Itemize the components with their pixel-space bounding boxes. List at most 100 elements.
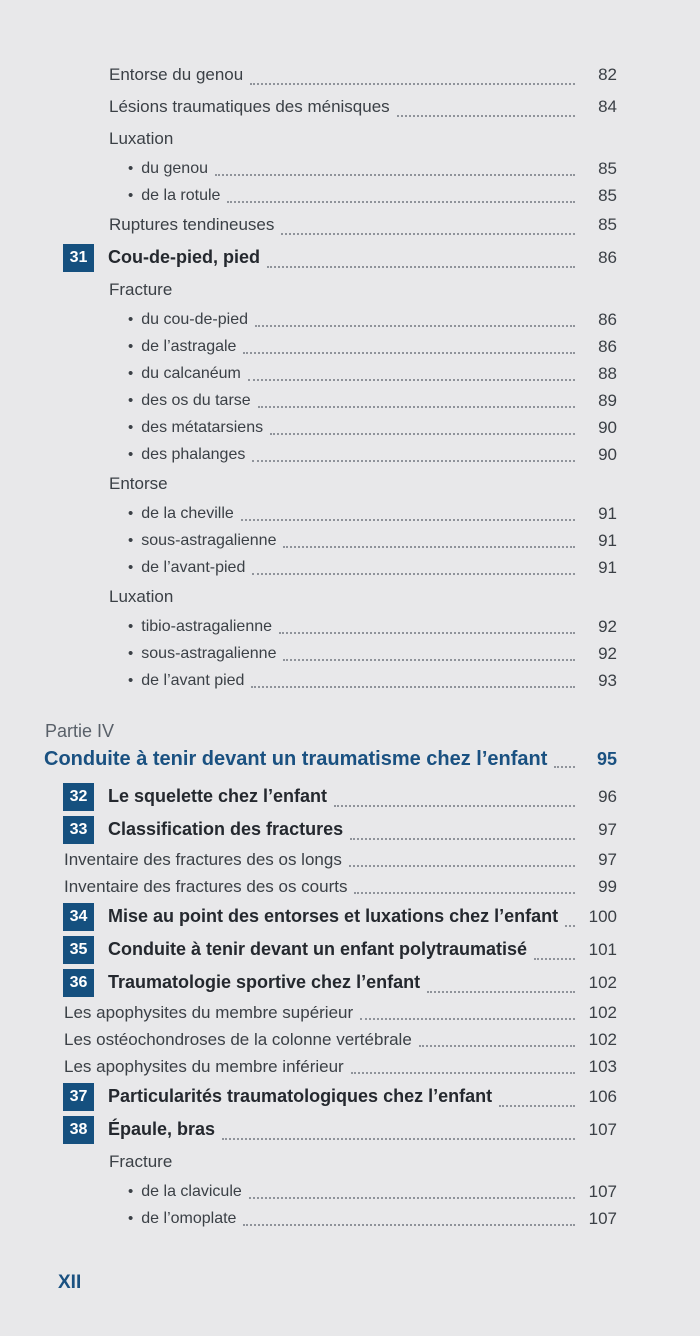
toc-entry-row[interactable]: Les ostéochondroses de la colonne vertéb… bbox=[44, 1026, 617, 1053]
toc-part-heading[interactable]: Partie IV Conduite à tenir devant un trau… bbox=[44, 718, 617, 774]
toc-entry-row[interactable]: sous-astragalienne 92 bbox=[44, 640, 617, 667]
toc-chapter-row[interactable]: 36 Traumatologie sportive chez l’enfant 10… bbox=[44, 966, 617, 999]
chapter-number-badge: 33 bbox=[63, 815, 94, 844]
toc-entry-label: sous-astragalienne bbox=[141, 531, 277, 549]
dotted-leader bbox=[252, 573, 575, 575]
toc-group-heading: Luxation bbox=[44, 581, 617, 613]
dotted-leader bbox=[283, 659, 575, 661]
toc-entry-row[interactable]: des os du tarse 89 bbox=[44, 387, 617, 414]
toc-entry-row[interactable]: de la cheville 91 bbox=[44, 500, 617, 527]
toc-chapter-row[interactable]: 38 Épaule, bras 107 bbox=[44, 1113, 617, 1146]
toc-entry-label: Les apophysites du membre inférieur bbox=[64, 1056, 344, 1076]
dotted-leader bbox=[240, 519, 575, 521]
toc-entry-page-number: 88 bbox=[598, 363, 617, 383]
dotted-leader bbox=[267, 266, 575, 268]
toc-chapter-row[interactable]: 31 Cou-de-pied, pied 86 bbox=[44, 241, 617, 274]
toc-entry-label: Entorse du genou bbox=[109, 65, 244, 84]
dotted-leader bbox=[248, 1197, 575, 1199]
toc-entry-row[interactable]: sous-astragalienne 91 bbox=[44, 527, 617, 554]
toc-entry-row[interactable]: Inventaire des fractures des os longs 97 bbox=[44, 846, 617, 873]
toc-entry-label: Mise au point des entorses et luxations … bbox=[108, 906, 559, 926]
toc-chapter-row[interactable]: 37 Particularités traumatologiques chez l… bbox=[44, 1080, 617, 1113]
toc-entry-label: Particularités traumatologiques chez l’e… bbox=[108, 1086, 493, 1106]
toc-entry-page-number: 90 bbox=[598, 444, 617, 464]
toc-entry-row[interactable]: de l’omoplate 107 bbox=[44, 1205, 617, 1232]
dotted-leader bbox=[350, 838, 575, 840]
toc-entry-row[interactable]: des métatarsiens 90 bbox=[44, 414, 617, 441]
toc-entry-row[interactable]: du calcanéum 88 bbox=[44, 360, 617, 387]
toc-entry-page-number: 97 bbox=[598, 819, 617, 839]
toc-entry-label: du calcanéum bbox=[141, 364, 241, 382]
toc-entry-page-number: 102 bbox=[588, 1029, 617, 1049]
toc-entry-row[interactable]: Lésions traumatiques des ménisques 84 bbox=[44, 91, 617, 123]
dotted-leader bbox=[243, 352, 575, 354]
chapter-number-badge: 36 bbox=[63, 968, 94, 997]
toc-entry-label: Traumatologie sportive chez l’enfant bbox=[108, 972, 421, 992]
toc-entry-page-number: 91 bbox=[598, 530, 617, 550]
toc-entry-row[interactable]: du cou-de-pied 86 bbox=[44, 306, 617, 333]
toc-entry-page-number: 85 bbox=[598, 185, 617, 205]
toc-group-heading: Luxation bbox=[44, 123, 617, 155]
chapter-number-badge: 37 bbox=[63, 1082, 94, 1111]
dotted-leader bbox=[257, 406, 575, 408]
dotted-leader bbox=[396, 115, 575, 117]
toc-entry-page-number: 91 bbox=[598, 503, 617, 523]
toc-entry-label: Cou-de-pied, pied bbox=[108, 247, 260, 267]
toc-entry-row[interactable]: Les apophysites du membre supérieur 102 bbox=[44, 999, 617, 1026]
toc-entry-label: Le squelette chez l’enfant bbox=[108, 786, 328, 806]
toc-entry-row[interactable]: de l’avant pied 93 bbox=[44, 667, 617, 694]
toc-entry-label: Classification des fractures bbox=[108, 819, 344, 839]
toc-entry-label: Luxation bbox=[109, 587, 174, 606]
toc-entry-label: Conduite à tenir devant un enfant polytr… bbox=[108, 939, 528, 959]
toc-entry-label: des métatarsiens bbox=[141, 418, 264, 436]
dotted-leader bbox=[251, 686, 575, 688]
toc-entry-label: de la rotule bbox=[141, 186, 221, 204]
toc-entry-row[interactable]: de la rotule 85 bbox=[44, 182, 617, 209]
toc-group-heading: Fracture bbox=[44, 1146, 617, 1178]
toc-entry-page-number: 106 bbox=[588, 1086, 617, 1106]
toc-entry-page-number: 90 bbox=[598, 417, 617, 437]
toc-entry-label: de l’avant-pied bbox=[141, 558, 246, 576]
toc-entry-label: Lésions traumatiques des ménisques bbox=[109, 97, 390, 116]
toc-entry-row[interactable]: du genou 85 bbox=[44, 155, 617, 182]
toc-entry-row[interactable]: Les apophysites du membre inférieur 103 bbox=[44, 1053, 617, 1080]
dotted-leader bbox=[427, 991, 575, 993]
toc-entry-row[interactable]: Ruptures tendineuses 85 bbox=[44, 209, 617, 241]
toc-entry-label: de la cheville bbox=[141, 504, 234, 522]
table-of-contents: Entorse du genou 82 Lésions traumatiques d… bbox=[0, 59, 700, 1232]
toc-entry-page-number: 96 bbox=[598, 786, 617, 806]
chapter-number-badge: 35 bbox=[63, 935, 94, 964]
toc-entry-row[interactable]: Entorse du genou 82 bbox=[44, 59, 617, 91]
toc-group-heading: Entorse bbox=[44, 468, 617, 500]
toc-entry-label: Les apophysites du membre supérieur bbox=[64, 1002, 354, 1022]
toc-entry-row[interactable]: de l’avant-pied 91 bbox=[44, 554, 617, 581]
toc-chapter-row[interactable]: 32 Le squelette chez l’enfant 96 bbox=[44, 780, 617, 813]
dotted-leader bbox=[243, 1224, 575, 1226]
toc-entry-label: Fracture bbox=[109, 280, 173, 299]
toc-entry-label: de l’avant pied bbox=[141, 671, 245, 689]
toc-entry-page-number: 107 bbox=[588, 1181, 617, 1201]
toc-entry-page-number: 102 bbox=[588, 1002, 617, 1022]
toc-entry-row[interactable]: de l’astragale 86 bbox=[44, 333, 617, 360]
dotted-leader bbox=[215, 174, 575, 176]
dotted-leader bbox=[250, 83, 575, 85]
toc-chapter-row[interactable]: 33 Classification des fractures 97 bbox=[44, 813, 617, 846]
chapter-number-badge: 31 bbox=[63, 243, 94, 272]
toc-entry-label: Ruptures tendineuses bbox=[109, 215, 275, 234]
part-title-label: Conduite à tenir devant un traumatisme c… bbox=[44, 747, 548, 770]
toc-entry-page-number: 91 bbox=[598, 557, 617, 577]
toc-entry-page-number: 85 bbox=[598, 215, 617, 234]
toc-entry-label: Luxation bbox=[109, 129, 174, 148]
toc-entry-page-number: 82 bbox=[598, 65, 617, 84]
toc-entry-row[interactable]: Inventaire des fractures des os courts 99 bbox=[44, 873, 617, 900]
toc-entry-label: tibio-astragalienne bbox=[141, 617, 273, 635]
dotted-leader bbox=[255, 325, 575, 327]
toc-entry-page-number: 101 bbox=[588, 939, 617, 959]
toc-entry-row[interactable]: de la clavicule 107 bbox=[44, 1178, 617, 1205]
toc-chapter-row[interactable]: 34 Mise au point des entorses et luxation… bbox=[44, 900, 617, 933]
dotted-leader bbox=[334, 805, 575, 807]
toc-entry-row[interactable]: tibio-astragalienne 92 bbox=[44, 613, 617, 640]
folio-page-number: XII bbox=[58, 1272, 82, 1293]
toc-chapter-row[interactable]: 35 Conduite à tenir devant un enfant poly… bbox=[44, 933, 617, 966]
toc-entry-row[interactable]: des phalanges 90 bbox=[44, 441, 617, 468]
